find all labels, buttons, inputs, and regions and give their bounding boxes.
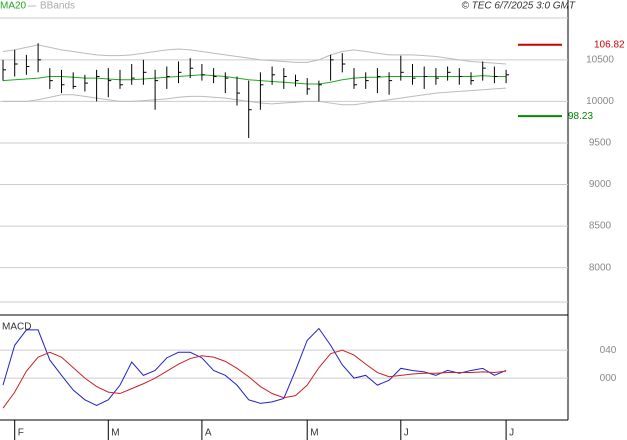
y-tick-label: 8500: [589, 221, 612, 232]
y-tick-label: 040: [600, 345, 617, 356]
x-tick-label: M: [310, 428, 318, 439]
level-label: 106.82: [594, 39, 625, 50]
x-tick-label: J: [404, 428, 409, 439]
y-tick-label: 000: [600, 373, 617, 384]
x-tick-label: M: [111, 428, 119, 439]
band-line: [2, 44, 507, 65]
x-tick-label: F: [18, 428, 24, 439]
copyright: © TEC 6/7/2025 3:0 GMT: [461, 1, 575, 12]
panel-title: MACD: [2, 322, 31, 333]
y-tick-label: 10000: [586, 96, 614, 107]
macd-line: [2, 327, 507, 406]
y-tick-label: 9500: [589, 138, 612, 149]
x-tick-label: J: [509, 428, 514, 439]
legend-bands: BBands: [40, 1, 75, 12]
band-line: [3, 87, 507, 106]
legend-ma: MA20: [0, 1, 27, 12]
y-tick-label: 8000: [589, 262, 612, 273]
x-tick-label: A: [205, 428, 212, 439]
y-tick-label: 10500: [586, 54, 614, 65]
macd-line: [2, 349, 507, 409]
y-tick-label: 9000: [589, 179, 612, 190]
ma-line: [2, 74, 507, 85]
level-label: 98.23: [568, 111, 593, 122]
